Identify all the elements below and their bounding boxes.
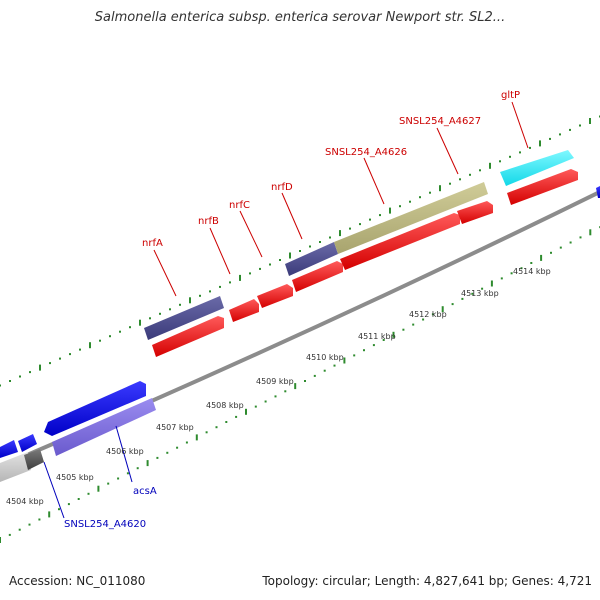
leader-lines	[43, 101, 529, 519]
kbp-label-4508: 4508 kbp	[206, 401, 244, 410]
genome-summary-text: Topology: circular; Length: 4,827,641 bp…	[262, 574, 592, 588]
gene-arrow-nrfC[interactable]	[257, 284, 293, 308]
gene-label-nrfA[interactable]: nrfA	[142, 238, 163, 249]
gene-box-olive-region[interactable]	[334, 182, 488, 254]
kbp-label-4506: 4506 kbp	[106, 447, 144, 456]
gene-box-nrfD-region[interactable]	[285, 242, 338, 276]
feature-track	[0, 150, 600, 482]
map-title: Salmonella enterica subsp. enterica sero…	[94, 10, 506, 25]
kbp-label-4509: 4509 kbp	[256, 377, 294, 386]
kbp-label-4512: 4512 kbp	[409, 310, 447, 319]
kbp-label-4514: 4514 kbp	[513, 267, 551, 276]
gene-arrow-nrfA[interactable]	[152, 316, 224, 357]
gene-label-nrfD[interactable]: nrfD	[271, 182, 293, 193]
gene-box-left-lightgray[interactable]	[0, 452, 31, 482]
kbp-label-4513: 4513 kbp	[461, 289, 499, 298]
gene-box-left-blue-b[interactable]	[18, 434, 37, 452]
gene-arrow-gltP[interactable]	[507, 169, 578, 205]
gene-label-SNSL254_A4620[interactable]: SNSL254_A4620	[64, 519, 146, 530]
tick-tracks	[0, 115, 600, 543]
kbp-label-4511: 4511 kbp	[358, 332, 396, 341]
gene-arrow-edge[interactable]	[596, 186, 600, 198]
gene-label-nrfC[interactable]: nrfC	[229, 200, 250, 211]
accession-text: Accession: NC_011080	[9, 574, 146, 588]
gene-label-gltP[interactable]: gltP	[501, 90, 520, 101]
kbp-label-4504: 4504 kbp	[6, 497, 44, 506]
gene-arrow-nrfD[interactable]	[292, 261, 343, 292]
gene-box-gltP-region[interactable]	[500, 150, 574, 186]
kbp-label-4507: 4507 kbp	[156, 423, 194, 432]
gene-box-left-darkgray[interactable]	[24, 449, 44, 470]
gene-labels: nrfA nrfB nrfC nrfD SNSL254_A4626 SNSL25…	[64, 90, 520, 530]
kbp-scale-labels: 4504 kbp 4505 kbp 4506 kbp 4507 kbp 4508…	[6, 267, 551, 506]
gene-box-acsA-upstream[interactable]	[44, 381, 146, 436]
gene-arrow-SNSL254_A4626[interactable]	[340, 213, 460, 270]
gene-arrow-nrfB[interactable]	[229, 299, 259, 322]
gene-box-acsA-region[interactable]	[52, 398, 156, 456]
gene-box-nrfA-region[interactable]	[144, 296, 224, 340]
gene-label-SNSL254_A4627[interactable]: SNSL254_A4627	[399, 116, 481, 127]
kbp-label-4510: 4510 kbp	[306, 353, 344, 362]
kbp-label-4505: 4505 kbp	[56, 473, 94, 482]
gene-box-left-blue-a[interactable]	[0, 440, 18, 458]
gene-label-nrfB[interactable]: nrfB	[198, 216, 219, 227]
gene-label-acsA[interactable]: acsA	[133, 486, 157, 497]
gene-label-SNSL254_A4626[interactable]: SNSL254_A4626	[325, 147, 407, 158]
gene-arrow-SNSL254_A4627[interactable]	[457, 201, 493, 224]
